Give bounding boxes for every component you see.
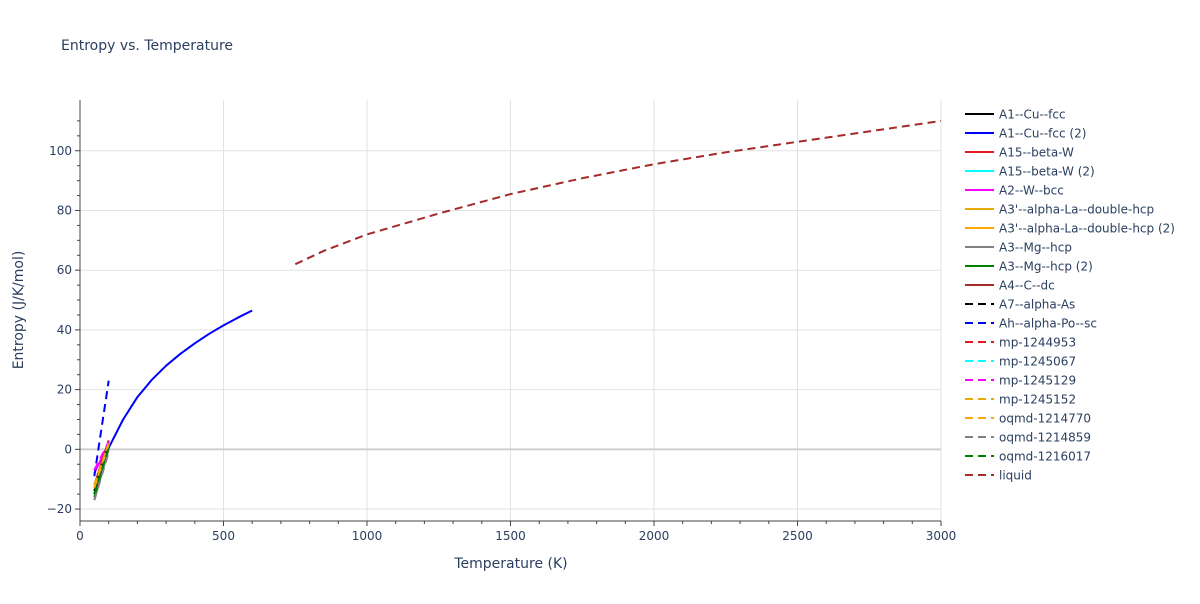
x-axis-ticks: 0 500 1000 1500 2000 2500 3000 [76,521,956,543]
legend-item-label[interactable]: A2--W--bcc [999,184,1064,198]
legend-item-label[interactable]: A1--Cu--fcc (2) [999,127,1086,141]
y-axis-ticks: −20 0 20 40 60 80 100 [47,120,80,516]
chart-title: Entropy vs. Temperature [61,38,233,54]
x-tick-label: 1000 [352,529,383,543]
legend-item-label[interactable]: A3--Mg--hcp (2) [999,260,1093,274]
legend-item-label[interactable]: mp-1245129 [999,374,1076,388]
legend-item-label[interactable]: oqmd-1214770 [999,412,1091,426]
series-line-mp-1245152[interactable] [93,443,110,486]
y-tick-label: 60 [57,263,72,277]
series-line-oqmd-1216017[interactable] [93,447,110,495]
x-axis-label: Temperature (K) [453,556,567,572]
x-tick-label: 1500 [495,529,526,543]
legend-item-label[interactable]: A1--Cu--fcc [999,108,1066,122]
legend-item-label[interactable]: A3'--alpha-La--double-hcp (2) [999,222,1175,236]
series-line-oqmd-1214859[interactable] [93,452,110,501]
legend-item-label[interactable]: A3'--alpha-La--double-hcp [999,203,1154,217]
x-tick-label: 3000 [926,529,957,543]
y-tick-label: 0 [64,442,72,456]
grid-lines [80,100,942,521]
legend-item-label[interactable]: Ah--alpha-Po--sc [999,317,1097,331]
series-line-a1-cu-fcc-2[interactable] [93,309,253,495]
legend-item-label[interactable]: mp-1245152 [999,393,1076,407]
x-tick-label: 2500 [782,529,813,543]
legend-item-label[interactable]: liquid [999,469,1032,483]
y-tick-label: 40 [57,323,72,337]
y-tick-label: 100 [49,144,72,158]
legend-item-label[interactable]: mp-1244953 [999,336,1076,350]
legend-item-label[interactable]: A15--beta-W (2) [999,165,1095,179]
series-line-oqmd-1214770[interactable] [93,443,110,489]
y-tick-label: 20 [57,383,72,397]
y-tick-label: −20 [47,502,72,516]
legend-item-label[interactable]: oqmd-1216017 [999,450,1091,464]
series-line-ah-alpha-po-sc[interactable] [93,380,110,477]
x-tick-label: 2000 [639,529,670,543]
x-tick-label: 500 [212,529,235,543]
series-line-mp-1245129[interactable] [93,441,110,471]
legend-item-label[interactable]: mp-1245067 [999,355,1076,369]
y-axis-label: Entropy (J/K/mol) [11,251,27,370]
legend-item-label[interactable]: oqmd-1214859 [999,431,1091,445]
plot-area [93,119,942,501]
x-tick-label: 0 [76,529,84,543]
legend-item-label[interactable]: A7--alpha-As [999,298,1075,312]
legend-item-label[interactable]: A3--Mg--hcp [999,241,1072,255]
y-tick-label: 80 [57,203,72,217]
legend: A1--Cu--fcc A1--Cu--fcc (2) A15--beta-W A15… [965,108,1175,483]
series-line-liquid[interactable] [294,119,942,266]
legend-item-label[interactable]: A15--beta-W [999,146,1074,160]
legend-item-label[interactable]: A4--C--dc [999,279,1055,293]
